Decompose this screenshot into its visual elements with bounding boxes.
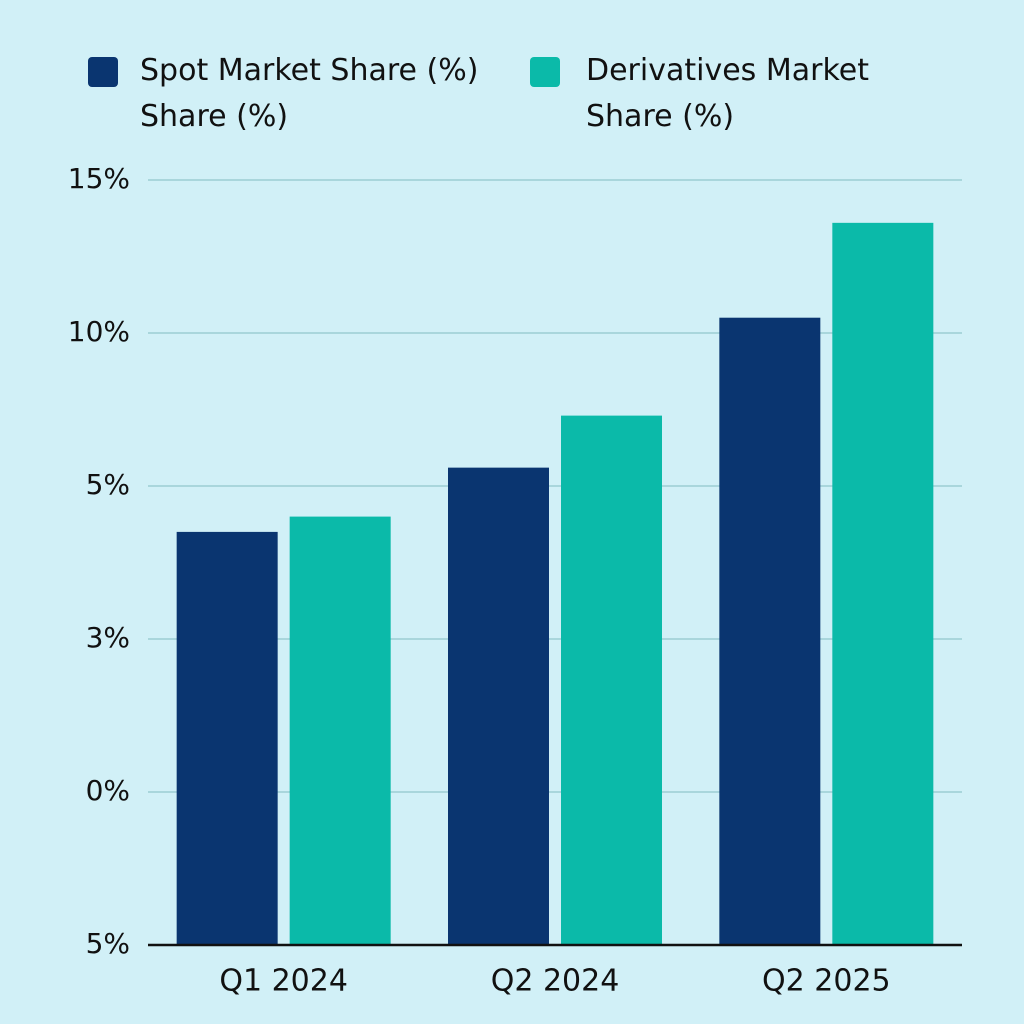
x-tick-label: Q1 2024 [219, 964, 348, 999]
y-tick-label: 5% [86, 468, 130, 501]
legend-swatch [88, 57, 118, 87]
y-tick-label: 3% [86, 621, 130, 654]
legend-swatch [530, 57, 560, 87]
x-tick-label: Q2 2025 [762, 964, 891, 999]
bar [176, 531, 278, 945]
x-tick-label: Q2 2024 [491, 964, 620, 999]
legend-label: Spot Market Share (%) Share (%) [140, 53, 479, 134]
bar [719, 317, 821, 945]
y-tick-label: 0% [86, 774, 130, 807]
y-tick-label: 5% [86, 927, 130, 960]
bar [561, 415, 662, 945]
bar [832, 222, 934, 946]
bar [289, 516, 391, 945]
legend-label: Derivatives Market Share (%) [586, 53, 869, 134]
bar [448, 467, 549, 945]
y-tick-label: 15% [68, 162, 130, 195]
y-tick-label: 10% [68, 315, 130, 348]
